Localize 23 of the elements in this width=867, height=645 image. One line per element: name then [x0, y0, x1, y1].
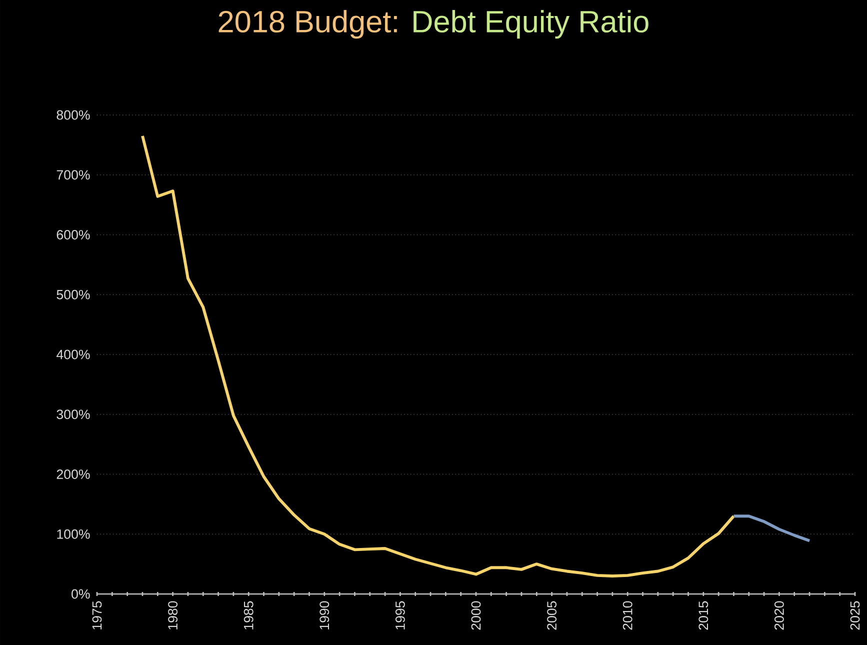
y-tick-label: 300%: [56, 410, 90, 420]
x-tick-label: 1995: [395, 601, 405, 630]
chart-title: 2018 Budget:: [218, 10, 397, 39]
y-tick-label: 100%: [57, 529, 90, 539]
line-series: [732, 514, 811, 542]
x-tick-label: 1975: [92, 601, 102, 630]
y-tick-label: 500%: [56, 290, 90, 300]
x-tick-label: 2000: [471, 601, 481, 630]
y-tick-label: 400%: [56, 350, 90, 360]
y-tick-label: 800%: [56, 110, 90, 120]
x-tick-label: 2005: [547, 601, 557, 630]
y-tick-label: 200%: [56, 470, 90, 479]
x-tick-label: 1980: [168, 601, 178, 630]
y-tick-label: 600%: [56, 230, 90, 240]
x-tick-label: 2010: [622, 601, 632, 630]
y-tick-label: 700%: [56, 170, 90, 180]
chart-subtitle: Debt Equity Ratio: [414, 10, 648, 39]
x-tick-label: 2025: [850, 601, 860, 630]
x-tick-label: 1985: [244, 601, 254, 630]
x-tick-label: 1990: [320, 601, 330, 630]
x-tick-label: 2015: [698, 601, 708, 630]
x-tick-label: 2020: [774, 601, 784, 630]
y-tick-label: 0%: [72, 589, 90, 599]
